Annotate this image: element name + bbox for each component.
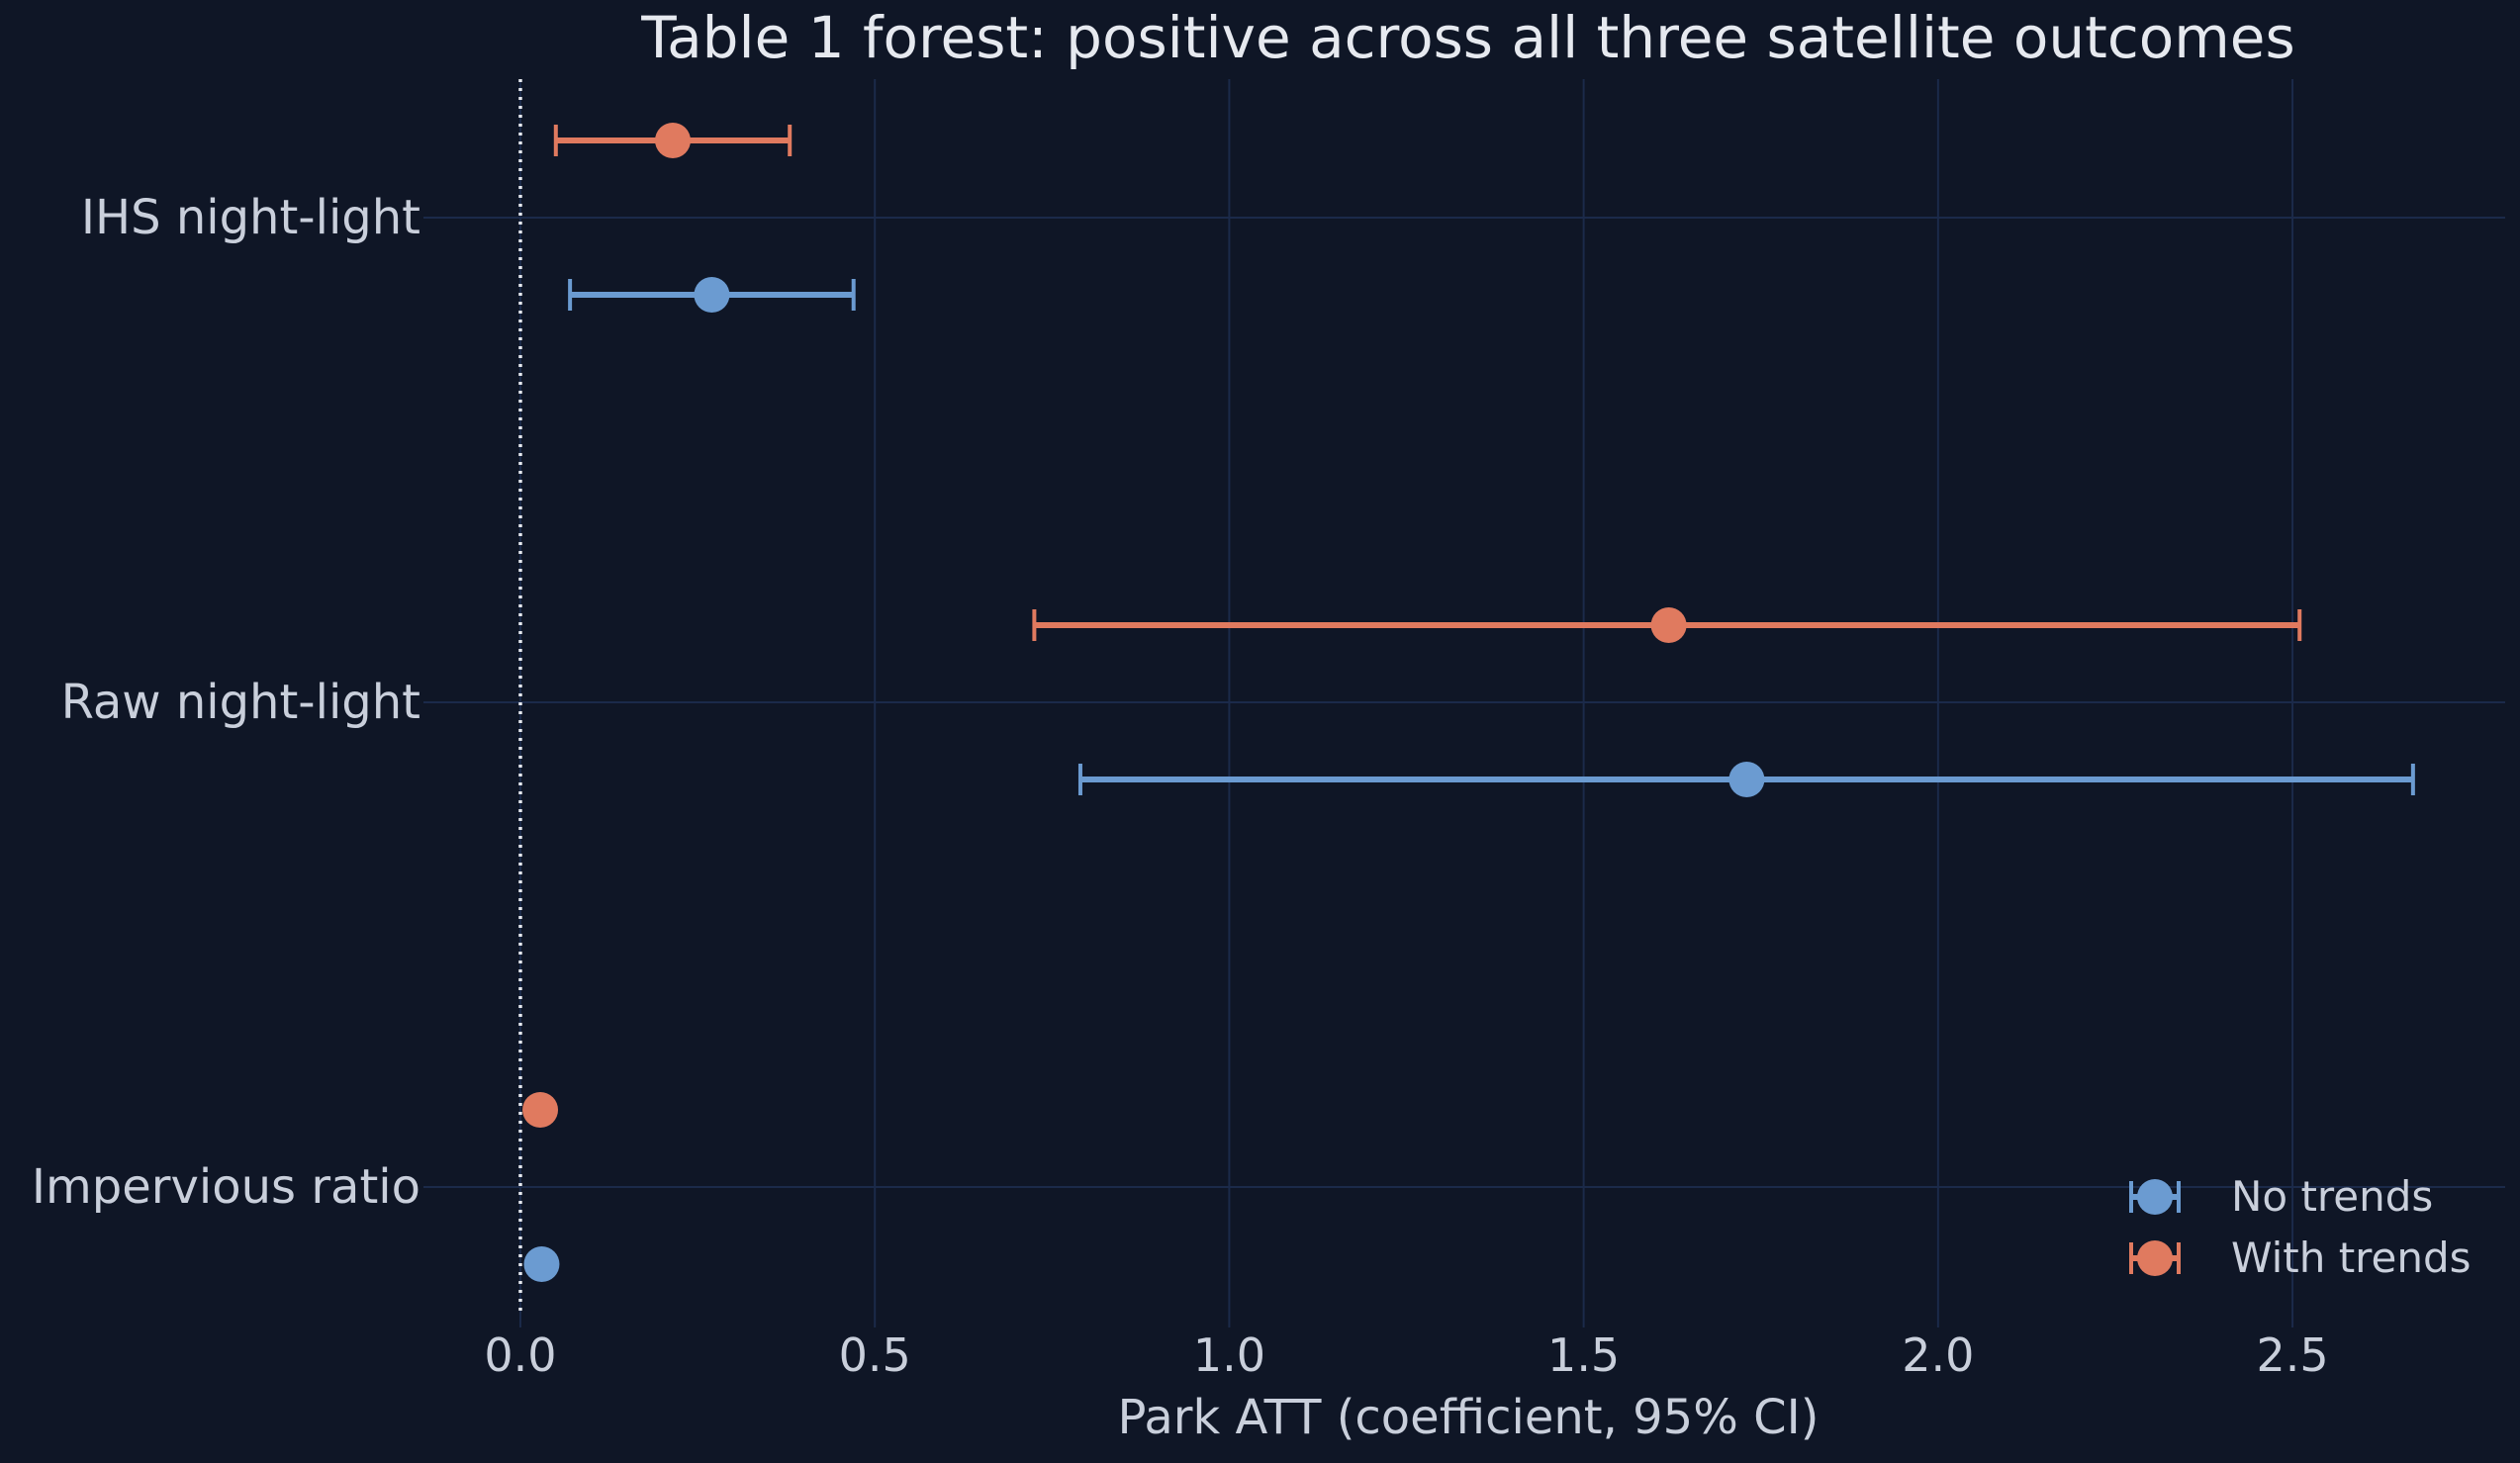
series-layer <box>522 123 2415 1282</box>
x-tick-label: 1.0 <box>1193 1328 1265 1382</box>
axis-layer: 0.0 0.5 1.0 1.5 2.0 2.5 IHS night-light Raw nig… <box>32 190 2329 1382</box>
legend: No trends With trends <box>2129 1172 2472 1282</box>
legend-marker <box>2137 1179 2173 1215</box>
legend-label: No trends <box>2231 1172 2433 1221</box>
x-tick-label: 2.0 <box>1902 1328 1974 1382</box>
x-tick-label: 0.5 <box>839 1328 911 1382</box>
point-estimate <box>1728 762 1765 797</box>
point-estimate <box>1650 607 1687 643</box>
x-axis-label: Park ATT (coefficient, 95% CI) <box>1118 1390 1820 1445</box>
category-label: Raw night-light <box>61 675 420 730</box>
chart-title: Table 1 forest: positive across all thre… <box>640 4 2294 71</box>
series-with-trends <box>522 123 2302 1128</box>
x-tick-label: 2.5 <box>2256 1328 2328 1382</box>
x-tick-label: 0.0 <box>484 1328 556 1382</box>
series-no-trends <box>523 277 2415 1282</box>
legend-entry: No trends <box>2129 1172 2433 1221</box>
legend-entry: With trends <box>2129 1234 2472 1282</box>
point-estimate <box>522 1092 559 1128</box>
point-estimate <box>655 123 692 158</box>
x-tick-label: 1.5 <box>1547 1328 1620 1382</box>
point-estimate <box>694 277 730 313</box>
legend-marker <box>2137 1240 2173 1276</box>
category-label: Impervious ratio <box>32 1159 420 1215</box>
category-label: IHS night-light <box>81 190 420 245</box>
point-estimate <box>523 1246 560 1282</box>
legend-label: With trends <box>2231 1234 2472 1282</box>
